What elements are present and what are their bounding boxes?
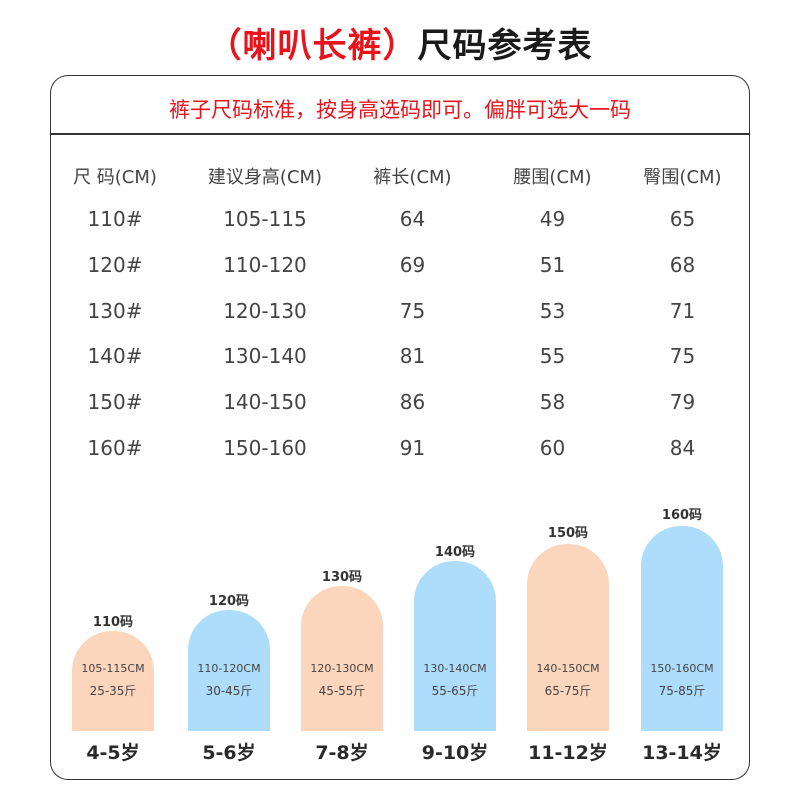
page-title: （喇叭长裤）尺码参考表	[0, 18, 800, 67]
weight-range: 45-55斤	[318, 684, 366, 698]
cell-hip: 71	[669, 299, 696, 323]
age-label: 5-6岁	[202, 742, 256, 764]
divider	[50, 133, 750, 135]
cell-height: 150-160	[223, 436, 307, 460]
cell-size: 130#	[87, 299, 143, 323]
weight-range: 55-65斤	[431, 684, 479, 698]
cell-waist: 51	[539, 253, 566, 277]
size-capsule	[414, 561, 496, 731]
header-length: 裤长(CM)	[373, 167, 452, 188]
weight-range: 30-45斤	[205, 684, 253, 698]
header-height: 建议身高(CM)	[207, 167, 323, 188]
cell-size: 120#	[87, 253, 143, 277]
height-range: 150-160CM	[650, 662, 714, 675]
cell-size: 150#	[87, 390, 143, 414]
size-capsule	[527, 544, 609, 731]
table-row: 130# 120-130 75 53 71	[0, 299, 800, 345]
cell-waist: 58	[539, 390, 566, 414]
height-range: 110-120CM	[197, 662, 261, 675]
cell-size: 110#	[87, 207, 143, 231]
cell-hip: 84	[669, 436, 696, 460]
table-row: 120# 110-120 69 51 68	[0, 253, 800, 299]
size-capsule	[72, 631, 154, 731]
cell-height: 130-140	[223, 344, 307, 368]
size-label: 130码	[321, 570, 363, 585]
cell-waist: 49	[539, 207, 566, 231]
size-label: 150码	[547, 526, 589, 541]
cell-hip: 65	[669, 207, 696, 231]
age-label: 9-10岁	[421, 742, 489, 764]
age-label: 13-14岁	[642, 742, 722, 764]
table-row: 150# 140-150 86 58 79	[0, 390, 800, 436]
cell-length: 86	[399, 390, 426, 414]
title-product: （喇叭长裤）	[207, 26, 418, 66]
header-hip: 臀围(CM)	[643, 167, 722, 188]
cell-hip: 68	[669, 253, 696, 277]
table-row: 110# 105-115 64 49 65	[0, 207, 800, 253]
cell-length: 64	[399, 207, 426, 231]
age-label: 7-8岁	[315, 742, 369, 764]
age-label: 11-12岁	[528, 742, 608, 764]
size-capsule	[188, 610, 270, 731]
weight-range: 65-75斤	[544, 684, 592, 698]
cell-size: 140#	[87, 344, 143, 368]
header-waist: 腰围(CM)	[513, 167, 592, 188]
table-row: 160# 150-160 91 60 84	[0, 436, 800, 482]
size-notice: 裤子尺码标准，按身高选码即可。偏胖可选大一码	[169, 98, 631, 122]
cell-waist: 55	[539, 344, 566, 368]
size-label: 120码	[208, 594, 250, 609]
size-illustration-frame	[50, 485, 750, 780]
height-range: 120-130CM	[310, 662, 374, 675]
size-label: 160码	[661, 508, 703, 523]
cell-hip: 79	[669, 390, 696, 414]
header-size: 尺 码(CM)	[73, 167, 157, 188]
cell-length: 75	[399, 299, 426, 323]
size-capsule	[301, 586, 383, 731]
cell-hip: 75	[669, 344, 696, 368]
cell-size: 160#	[87, 436, 143, 460]
cell-length: 69	[399, 253, 426, 277]
weight-range: 25-35斤	[89, 684, 137, 698]
size-label: 110码	[92, 615, 134, 630]
cell-height: 105-115	[223, 207, 307, 231]
cell-height: 110-120	[223, 253, 307, 277]
size-label: 140码	[434, 545, 476, 560]
height-range: 140-150CM	[536, 662, 600, 675]
cell-length: 91	[399, 436, 426, 460]
age-label: 4-5岁	[86, 742, 140, 764]
table-row: 140# 130-140 81 55 75	[0, 344, 800, 390]
table-header: 尺 码(CM) 建议身高(CM) 裤长(CM) 腰围(CM) 臀围(CM)	[0, 163, 800, 209]
cell-length: 81	[399, 344, 426, 368]
cell-height: 120-130	[223, 299, 307, 323]
weight-range: 75-85斤	[658, 684, 706, 698]
size-table-frame	[50, 75, 750, 485]
cell-waist: 53	[539, 299, 566, 323]
size-capsule	[641, 526, 723, 731]
cell-waist: 60	[539, 436, 566, 460]
height-range: 130-140CM	[423, 662, 487, 675]
title-chart-name: 尺码参考表	[417, 26, 593, 66]
cell-height: 140-150	[223, 390, 307, 414]
height-range: 105-115CM	[81, 662, 145, 675]
